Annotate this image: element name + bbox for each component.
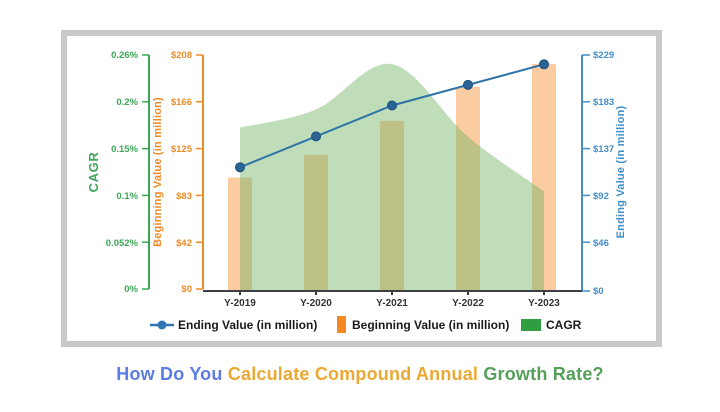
bar-Y-2020 <box>304 154 328 291</box>
x-axis <box>203 290 582 295</box>
line-marker-Y-2019 <box>235 162 245 173</box>
ending-axis <box>581 54 590 292</box>
legend-label-ending-value: Ending Value (in million) <box>178 318 317 332</box>
ending-axis-title: Ending Value (in million) <box>615 106 627 239</box>
cagr-tick-label: 0.26% <box>111 50 138 61</box>
beginning-axis <box>196 54 204 290</box>
caption-part-orange: Calculate Compound Annual <box>227 364 484 384</box>
cagr-axis <box>142 54 150 290</box>
bar-Y-2023 <box>532 64 556 291</box>
bars-group <box>228 64 556 291</box>
legend-label-cagr: CAGR <box>546 318 582 332</box>
x-category-label: Y-2021 <box>376 298 408 309</box>
beginning-tick-label: $208 <box>171 50 192 61</box>
cagr-tick-label: 0.2% <box>116 97 138 108</box>
bar-Y-2022 <box>456 86 480 291</box>
legend-label-beginning-value: Beginning Value (in million) <box>352 318 509 332</box>
ending-tick-label: $229 <box>593 50 614 61</box>
beginning-tick-label: $166 <box>171 97 192 108</box>
line-marker-Y-2021 <box>387 100 397 111</box>
legend-item-beginning-value: Beginning Value (in million) <box>337 316 509 333</box>
x-axis-labels: Y-2019 Y-2020 Y-2021 Y-2022 Y-2023 <box>224 298 560 309</box>
chart-card: 0% 0.052% 0.1% 0.15% 0.2% 0.26% CAGR $0 <box>61 30 662 347</box>
ending-tick-label: $183 <box>593 97 614 108</box>
ending-tick-label: $46 <box>593 238 609 249</box>
legend-bar-swatch <box>337 316 346 333</box>
beginning-tick-labels: $0 $42 $83 $125 $166 $208 <box>171 50 193 295</box>
line-marker-Y-2022 <box>463 79 473 90</box>
ending-tick-label: $0 <box>593 286 604 297</box>
beginning-tick-label: $83 <box>176 191 192 202</box>
cagr-axis-title: CAGR <box>86 152 101 193</box>
legend-item-cagr: CAGR <box>521 318 582 332</box>
legend-dot-swatch <box>157 320 167 330</box>
page-caption: How Do You Calculate Compound Annual Gro… <box>0 364 720 385</box>
cagr-tick-label: 0.052% <box>106 238 139 249</box>
beginning-tick-label: $0 <box>181 284 192 295</box>
cagr-tick-label: 0% <box>124 284 138 295</box>
ending-tick-labels: $0 $46 $92 $137 $183 $229 <box>593 50 614 297</box>
line-marker-Y-2023 <box>539 59 549 70</box>
ending-tick-label: $92 <box>593 191 609 202</box>
cagr-combo-chart: 0% 0.052% 0.1% 0.15% 0.2% 0.26% CAGR $0 <box>86 50 627 333</box>
caption-part-blue: How Do You <box>116 364 228 384</box>
beginning-axis-title: Beginning Value (in million) <box>152 97 164 247</box>
legend-square-swatch <box>521 319 541 331</box>
ending-tick-label: $137 <box>593 144 614 155</box>
line-group <box>235 59 549 173</box>
bar-Y-2021 <box>380 120 404 291</box>
legend-item-ending-value: Ending Value (in million) <box>150 318 317 332</box>
beginning-tick-label: $42 <box>176 238 192 249</box>
chart-legend: Ending Value (in million) Beginning Valu… <box>150 316 582 333</box>
x-category-label: Y-2022 <box>452 298 484 309</box>
cagr-tick-labels: 0% 0.052% 0.1% 0.15% 0.2% 0.26% <box>106 50 139 295</box>
line-marker-Y-2020 <box>311 131 321 142</box>
cagr-tick-label: 0.15% <box>111 144 138 155</box>
caption-part-green: Growth Rate? <box>483 364 604 384</box>
beginning-tick-label: $125 <box>171 144 193 155</box>
bar-Y-2019 <box>228 177 252 291</box>
area-group <box>240 63 544 291</box>
x-category-label: Y-2023 <box>528 298 560 309</box>
x-category-label: Y-2020 <box>300 298 332 309</box>
x-category-label: Y-2019 <box>224 298 256 309</box>
cagr-tick-label: 0.1% <box>116 191 138 202</box>
cagr-area-shape <box>240 63 544 291</box>
